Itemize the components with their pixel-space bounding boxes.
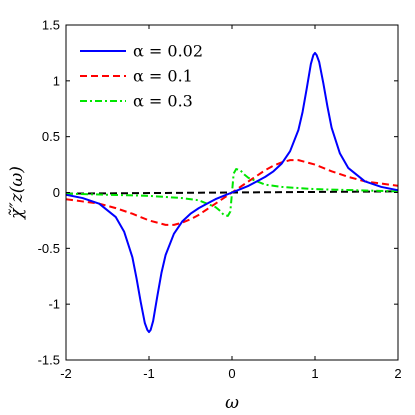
y-tick-label: 1.5 <box>42 18 60 33</box>
y-tick-label: -1.5 <box>38 353 60 368</box>
y-tick-label: -1 <box>48 297 60 312</box>
x-tick-label: 0 <box>228 366 235 381</box>
y-tick-label: 0 <box>53 185 60 200</box>
series-line-0 <box>66 51 398 334</box>
y-tick-label: -0.5 <box>38 241 60 256</box>
legend-entry: α = 0.02 <box>133 42 203 61</box>
x-tick-label: 1 <box>311 366 318 381</box>
x-tick-label: 2 <box>394 366 401 381</box>
x-tick-label: -2 <box>60 366 72 381</box>
x-tick-label: -1 <box>143 366 155 381</box>
legend: α = 0.02 α = 0.1 α = 0.3 <box>80 42 203 111</box>
legend-entry: α = 0.3 <box>133 92 193 111</box>
y-axis-label: χ̃″z(ω) <box>7 166 27 220</box>
ticks-layer: -2 -1 0 1 2 -1.5 -1 -0.5 0 0.5 1 1.5 <box>38 18 402 382</box>
y-tick-label: 1 <box>53 73 60 88</box>
y-tick-label: 0.5 <box>42 129 60 144</box>
x-axis-label: ω <box>225 393 239 413</box>
series-layer <box>66 51 398 334</box>
legend-entry: α = 0.1 <box>133 67 193 86</box>
